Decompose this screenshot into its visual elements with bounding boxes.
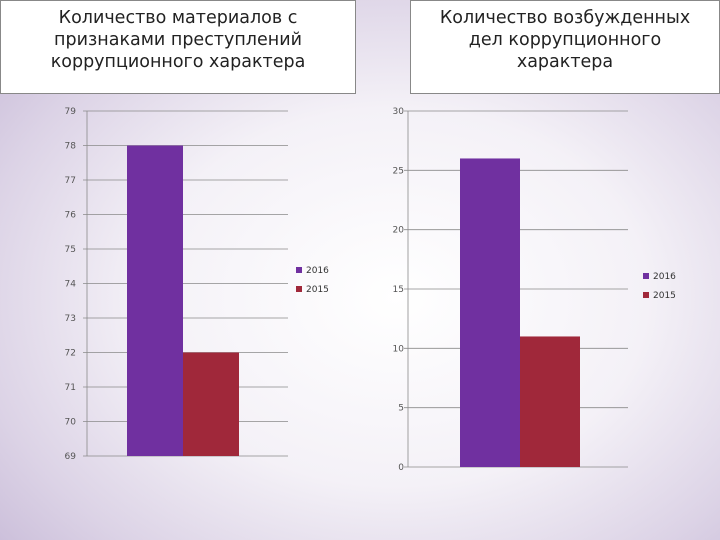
legend-swatch-2016 [643, 273, 649, 279]
y-tick-label: 76 [65, 211, 77, 221]
chart-title-right: Количество возбужденных дел коррупционно… [410, 0, 720, 94]
y-tick-label: 25 [393, 166, 404, 176]
y-tick-label: 69 [65, 452, 77, 462]
title-line: характера [516, 52, 614, 72]
legend-label: 2015 [653, 291, 676, 301]
title-line: коррупционного характера [50, 52, 306, 72]
y-tick-label: 30 [393, 107, 405, 117]
legend-swatch-2015 [296, 286, 302, 292]
y-tick-label: 78 [65, 142, 77, 152]
y-tick-label: 10 [393, 344, 405, 354]
y-tick-label: 79 [65, 107, 77, 117]
y-tick-label: 77 [65, 176, 76, 186]
legend-label: 2016 [653, 272, 676, 282]
y-tick-label: 15 [393, 285, 404, 295]
y-tick-label: 75 [65, 245, 76, 255]
y-tick-label: 0 [398, 463, 404, 473]
bar-2016 [127, 145, 183, 456]
y-tick-label: 70 [65, 418, 77, 428]
legend-label: 2015 [306, 285, 329, 295]
y-tick-label: 5 [398, 404, 404, 414]
legend-swatch-2015 [643, 292, 649, 298]
bar-2016 [460, 158, 520, 467]
y-tick-label: 71 [65, 383, 76, 393]
y-tick-label: 72 [65, 349, 76, 359]
title-line: признаками преступлений [54, 30, 302, 50]
y-tick-label: 74 [65, 280, 77, 290]
legend-label: 2016 [306, 266, 329, 276]
bar-2015 [183, 352, 239, 456]
title-line: Количество возбужденных [439, 8, 691, 28]
y-tick-label: 20 [393, 226, 405, 236]
bar-2015 [520, 336, 580, 467]
title-line: Количество материалов с [58, 8, 298, 28]
chart-title-left: Количество материалов с признаками прест… [0, 0, 356, 94]
title-line: дел коррупционного [468, 30, 662, 50]
legend-swatch-2016 [296, 267, 302, 273]
y-tick-label: 73 [65, 314, 76, 324]
